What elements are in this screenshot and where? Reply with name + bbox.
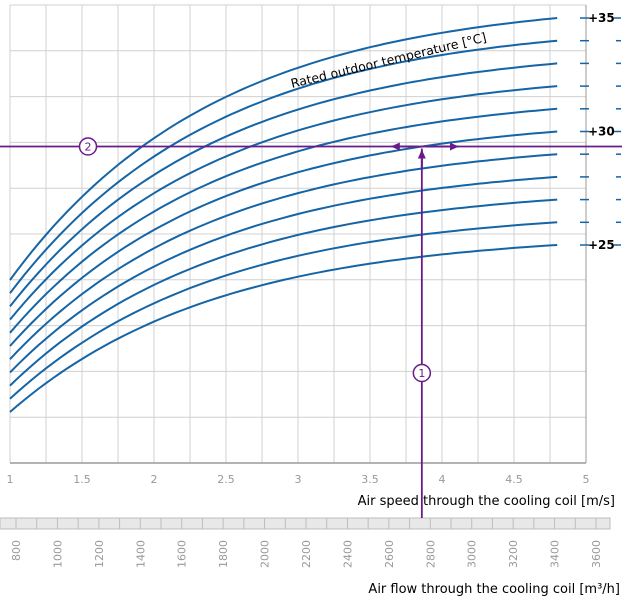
- temperature-curve: [9, 130, 558, 347]
- temperature-curve: [9, 153, 558, 360]
- flow-tick-label: 2400: [341, 540, 354, 568]
- temperature-label: +25: [588, 238, 615, 252]
- temperature-curve: [9, 107, 558, 334]
- x-axis-title: Air speed through the cooling coil [m/s]: [358, 494, 615, 509]
- flow-tick-label: 3000: [466, 540, 479, 568]
- air-flow-ticks: 800 1000 1200 1400 1600 1800 2000 2200 2400 2600 2…: [10, 540, 603, 568]
- temperature-curve: [9, 85, 558, 321]
- marker-1-label: 1: [418, 367, 425, 380]
- temperature-curve: [9, 39, 558, 294]
- air-flow-ruler-bar: [0, 517, 611, 530]
- x-tick-label: 1.5: [73, 473, 91, 486]
- temperature-curve: [9, 198, 558, 387]
- flow-tick-label: 2200: [300, 540, 313, 568]
- temperature-curve: [9, 221, 558, 400]
- temperature-curve: [9, 175, 558, 374]
- temperature-curve: [9, 244, 558, 413]
- x-tick-label: 4: [439, 473, 446, 486]
- marker-2-circle: [78, 137, 98, 156]
- temperature-curve: [9, 17, 558, 281]
- temperature-label: +35: [588, 11, 615, 25]
- flow-tick-label: 2600: [383, 540, 396, 568]
- x-tick-label: 3.5: [361, 473, 379, 486]
- flow-tick-label: 2000: [259, 540, 272, 568]
- right-temperature-ticks: [580, 17, 621, 246]
- x-tick-label: 4.5: [505, 473, 523, 486]
- x-tick-label: 3: [295, 473, 302, 486]
- flow-tick-label: 1600: [176, 540, 189, 568]
- flow-tick-label: 1200: [93, 540, 106, 568]
- x-axis-ticks: 1 1.5 2 2.5 3 3.5 4 4.5 5: [7, 473, 590, 486]
- air-flow-title: Air flow through the cooling coil [m³/h]: [368, 582, 620, 597]
- marker-2-label: 2: [85, 141, 92, 154]
- flow-tick-label: 2800: [424, 540, 437, 568]
- temperature-label: +30: [588, 125, 615, 139]
- marker-1-circle: [412, 363, 432, 383]
- grid: [9, 4, 587, 464]
- flow-tick-label: 3200: [507, 540, 520, 568]
- example-reading: 12: [0, 137, 622, 518]
- x-tick-label: 2.5: [217, 473, 235, 486]
- temperature-curves: [9, 17, 558, 413]
- temperature-curve: [9, 62, 558, 308]
- x-tick-label: 5: [583, 473, 590, 486]
- air-flow-ruler: [0, 517, 611, 530]
- x-tick-label: 2: [151, 473, 158, 486]
- x-tick-label: 1: [7, 473, 14, 486]
- flow-tick-label: 800: [10, 540, 23, 561]
- flow-tick-label: 3600: [590, 540, 603, 568]
- flow-tick-label: 1000: [51, 540, 64, 568]
- temperature-labels: +35 +30 +25: [588, 11, 621, 252]
- flow-tick-label: 3400: [549, 540, 562, 568]
- flow-tick-label: 1400: [134, 540, 147, 568]
- flow-tick-label: 1800: [217, 540, 230, 568]
